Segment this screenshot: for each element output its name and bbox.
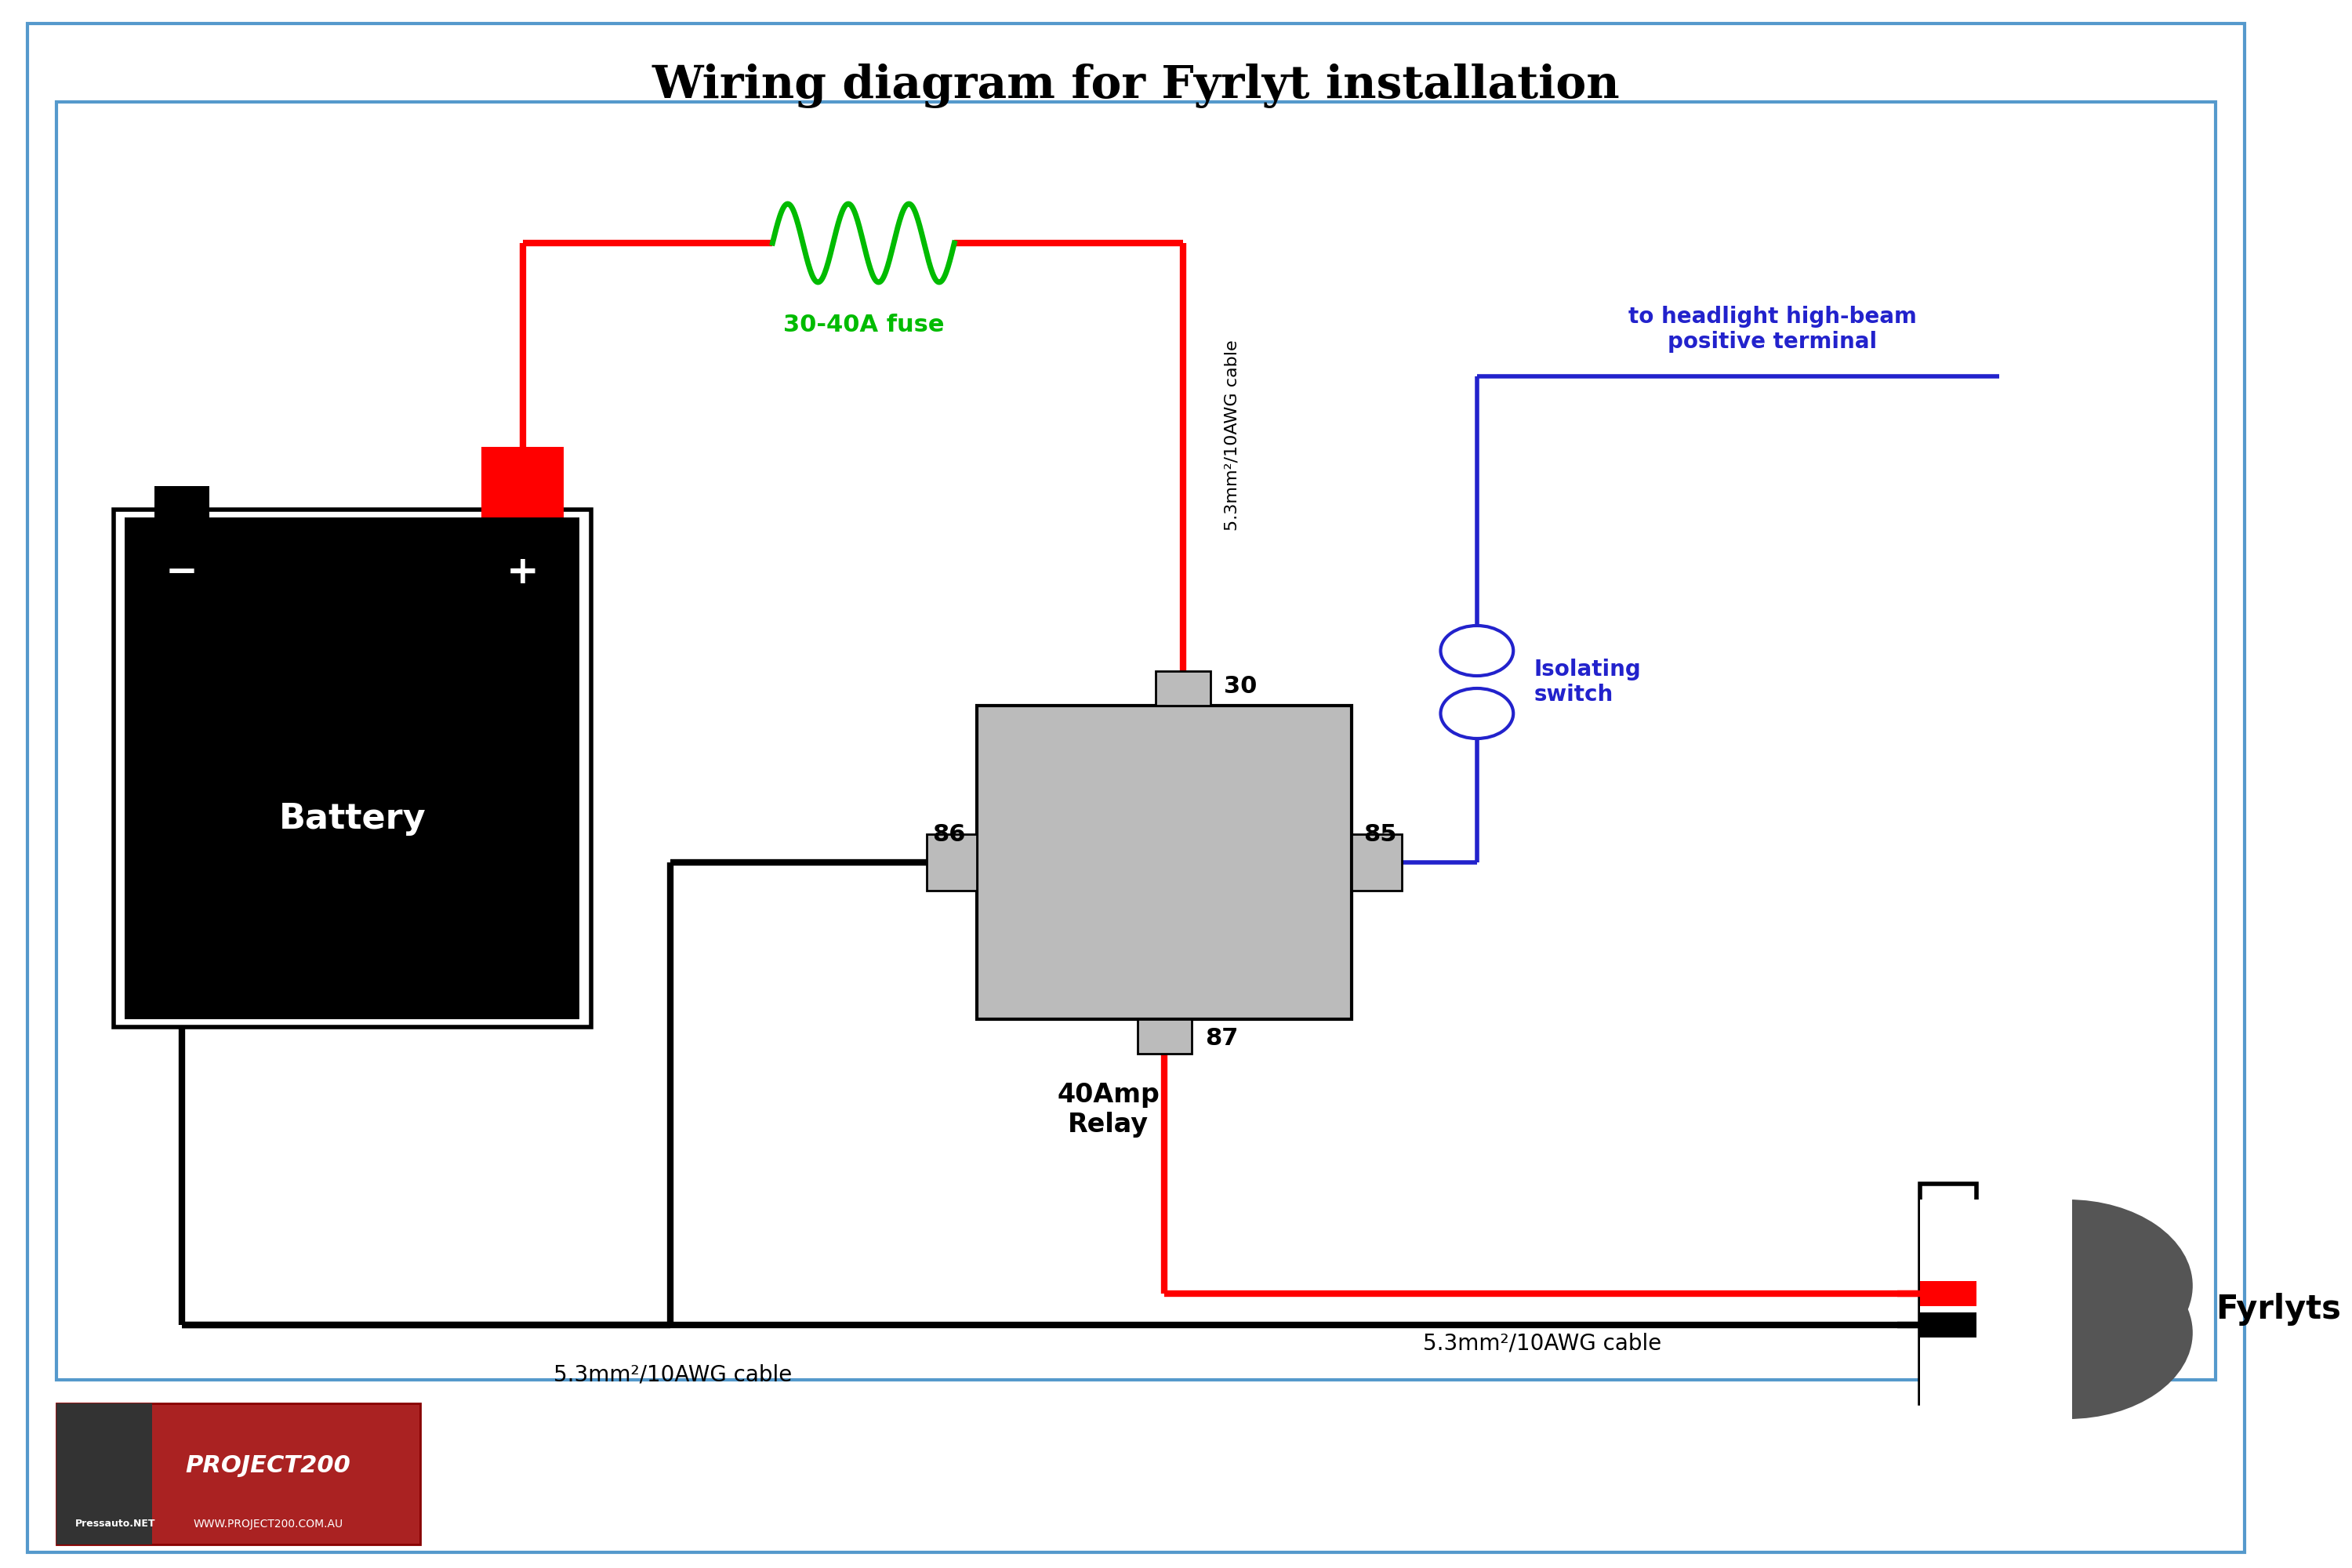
Text: 87: 87 (1207, 1027, 1240, 1051)
Circle shape (1943, 1247, 2192, 1419)
Text: 86: 86 (931, 823, 967, 847)
FancyBboxPatch shape (56, 1403, 153, 1544)
FancyBboxPatch shape (482, 447, 564, 517)
FancyBboxPatch shape (1919, 1312, 1976, 1338)
FancyBboxPatch shape (1919, 1200, 2072, 1372)
FancyBboxPatch shape (56, 1403, 421, 1544)
Text: to headlight high-beam
positive terminal: to headlight high-beam positive terminal (1628, 306, 1917, 353)
Text: +: + (506, 554, 539, 591)
Text: Fyrlyts: Fyrlyts (2216, 1292, 2340, 1327)
Text: Wiring diagram for Fyrlyt installation: Wiring diagram for Fyrlyt installation (652, 64, 1621, 108)
FancyBboxPatch shape (113, 510, 590, 1027)
FancyBboxPatch shape (1919, 1281, 1976, 1306)
FancyBboxPatch shape (1138, 1019, 1192, 1054)
FancyBboxPatch shape (125, 517, 579, 1019)
Text: 5.3mm²/10AWG cable: 5.3mm²/10AWG cable (1223, 340, 1240, 530)
Text: 85: 85 (1364, 823, 1397, 847)
FancyBboxPatch shape (1155, 671, 1211, 706)
Circle shape (1439, 688, 1512, 739)
FancyBboxPatch shape (1919, 1184, 1976, 1403)
Text: 30: 30 (1223, 674, 1258, 698)
FancyBboxPatch shape (927, 834, 976, 891)
Text: Battery: Battery (278, 801, 426, 836)
Text: −: − (165, 554, 198, 591)
FancyBboxPatch shape (155, 486, 209, 517)
FancyBboxPatch shape (1352, 834, 1402, 891)
Text: 5.3mm²/10AWG cable: 5.3mm²/10AWG cable (553, 1364, 793, 1386)
Circle shape (1439, 626, 1512, 676)
Text: Pressauto.NET: Pressauto.NET (75, 1518, 155, 1529)
Text: 40Amp
Relay: 40Amp Relay (1056, 1082, 1160, 1138)
FancyBboxPatch shape (1919, 1247, 2072, 1419)
Circle shape (1943, 1200, 2192, 1372)
Text: 30-40A fuse: 30-40A fuse (783, 314, 943, 337)
Text: Isolating
switch: Isolating switch (1534, 659, 1642, 706)
FancyBboxPatch shape (976, 706, 1352, 1019)
Text: 5.3mm²/10AWG cable: 5.3mm²/10AWG cable (1423, 1333, 1661, 1355)
Text: PROJECT200: PROJECT200 (186, 1455, 350, 1477)
Text: © 2014   Australian Images: © 2014 Australian Images (160, 1411, 386, 1427)
Text: WWW.PROJECT200.COM.AU: WWW.PROJECT200.COM.AU (193, 1518, 343, 1530)
